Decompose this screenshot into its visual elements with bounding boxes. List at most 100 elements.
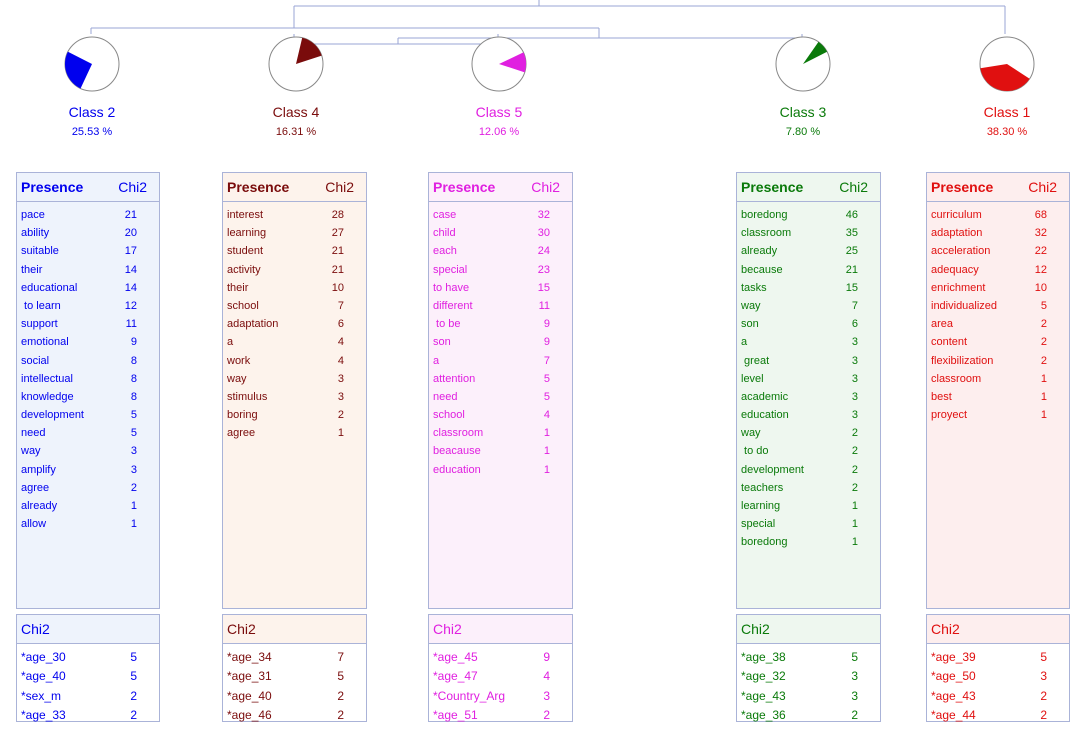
word-chi2: 2 — [1040, 354, 1047, 367]
word-chi2: 22 — [1034, 245, 1047, 258]
word-row: beacause 1 — [429, 442, 572, 460]
word-row: need 5 — [17, 424, 159, 442]
word-row: education 3 — [737, 406, 880, 424]
word-chi2: 8 — [130, 390, 137, 403]
word-chi2: 2 — [337, 409, 344, 422]
word-row: development 5 — [17, 406, 159, 424]
word-term: case — [433, 209, 457, 221]
word-chi2: 8 — [130, 372, 137, 385]
word-row: ability 20 — [17, 224, 159, 242]
word-row: adequacy 12 — [927, 261, 1069, 279]
word-chi2: 7 — [543, 354, 550, 367]
age-chi2: 2 — [851, 707, 858, 722]
presence-label: Presence — [21, 179, 84, 195]
age-term: *age_47 — [433, 669, 478, 684]
word-row: student 21 — [223, 242, 366, 260]
word-row: to be 9 — [429, 315, 572, 333]
age-row: *age_34 7 — [223, 648, 366, 667]
word-chi2: 27 — [331, 227, 344, 240]
word-row: classroom 35 — [737, 224, 880, 242]
age-row: *age_31 5 — [223, 667, 366, 686]
word-term: social — [21, 354, 50, 367]
word-row: to learn 12 — [17, 297, 159, 315]
word-chi2: 10 — [1034, 281, 1047, 294]
word-term: their — [21, 263, 43, 276]
age-row: *age_33 2 — [17, 706, 159, 725]
word-term: adaptation — [227, 318, 279, 331]
class-2-label-group: Class 2 25.53 % — [17, 0, 167, 738]
word-term: a — [741, 336, 748, 349]
class-4-age-panel: Chi2 *age_34 7 *age_31 5 *age_40 2 *age_46 2 — [222, 614, 367, 722]
word-chi2: 3 — [130, 445, 137, 458]
word-chi2: 1 — [1040, 409, 1047, 422]
class-1-name: Class 1 — [983, 104, 1031, 120]
word-term: great — [741, 354, 770, 367]
word-row: way 3 — [223, 370, 366, 388]
word-row: enrichment 10 — [927, 279, 1069, 297]
word-term: different — [433, 299, 473, 312]
chi2-label: Chi2 — [839, 179, 868, 195]
class-4-percent: 16.31 % — [275, 126, 317, 138]
age-term: *age_30 — [21, 650, 66, 664]
word-term: way — [21, 445, 41, 458]
word-term: to have — [433, 281, 470, 294]
word-term: acceleration — [931, 245, 991, 258]
word-chi2: 5 — [130, 409, 137, 422]
class-3-label-group: Class 3 7.80 % — [728, 0, 878, 738]
word-row: special 1 — [737, 515, 880, 533]
class-2-name: Class 2 — [68, 104, 116, 120]
age-term: *age_40 — [227, 688, 272, 703]
age-row: *age_30 5 — [17, 648, 159, 667]
class-1-presence-header: Presence Chi2 — [927, 173, 1069, 202]
word-row: way 7 — [737, 297, 880, 315]
word-chi2: 2 — [851, 445, 858, 458]
word-chi2: 5 — [1040, 299, 1047, 312]
word-term: way — [741, 427, 761, 440]
word-row: teachers 2 — [737, 479, 880, 497]
word-term: best — [931, 390, 952, 403]
age-row: *age_40 2 — [223, 687, 366, 706]
word-chi2: 3 — [851, 409, 858, 422]
word-term: already — [21, 500, 58, 512]
class-4-presence-header: Presence Chi2 — [223, 173, 366, 202]
age-term: *age_43 — [931, 688, 976, 703]
word-row: agree 2 — [17, 479, 159, 497]
word-term: agree — [21, 481, 50, 494]
class-4-age-list: *age_34 7 *age_31 5 *age_40 2 *age_46 2 — [223, 644, 366, 725]
word-row: need 5 — [429, 388, 572, 406]
word-chi2: 8 — [130, 354, 137, 367]
word-row: tasks 15 — [737, 279, 880, 297]
word-chi2: 3 — [130, 463, 137, 476]
age-row: *sex_m 2 — [17, 687, 159, 706]
word-row: school 7 — [223, 297, 366, 315]
word-chi2: 3 — [851, 390, 858, 403]
age-term: *age_40 — [21, 669, 66, 684]
word-term: way — [741, 299, 761, 312]
word-chi2: 5 — [543, 390, 550, 403]
word-term: son — [433, 336, 451, 349]
class-4-label-group: Class 4 16.31 % — [221, 0, 371, 738]
word-term: student — [227, 245, 264, 258]
word-row: best 1 — [927, 388, 1069, 406]
word-chi2: 3 — [851, 372, 858, 385]
word-row: suitable 17 — [17, 242, 159, 260]
word-chi2: 12 — [124, 299, 137, 312]
age-term: *age_33 — [21, 707, 66, 722]
age-term: *age_32 — [741, 669, 786, 684]
chi2-label: Chi2 — [1028, 179, 1057, 195]
age-chi2: 3 — [851, 688, 858, 703]
word-row: area 2 — [927, 315, 1069, 333]
word-chi2: 2 — [851, 427, 858, 440]
age-row: *age_36 2 — [737, 706, 880, 725]
word-term: special — [433, 263, 468, 276]
word-term: adaptation — [931, 227, 983, 240]
word-chi2: 7 — [851, 299, 858, 312]
word-row: adaptation 32 — [927, 224, 1069, 242]
age-chi2: 2 — [1040, 688, 1047, 703]
word-chi2: 4 — [337, 354, 344, 367]
word-term: development — [741, 463, 804, 476]
class-3-age-list: *age_38 5 *age_32 3 *age_43 3 *age_36 2 — [737, 644, 880, 725]
word-term: level — [741, 372, 764, 385]
word-term: education — [433, 463, 481, 476]
word-chi2: 32 — [1034, 227, 1047, 240]
